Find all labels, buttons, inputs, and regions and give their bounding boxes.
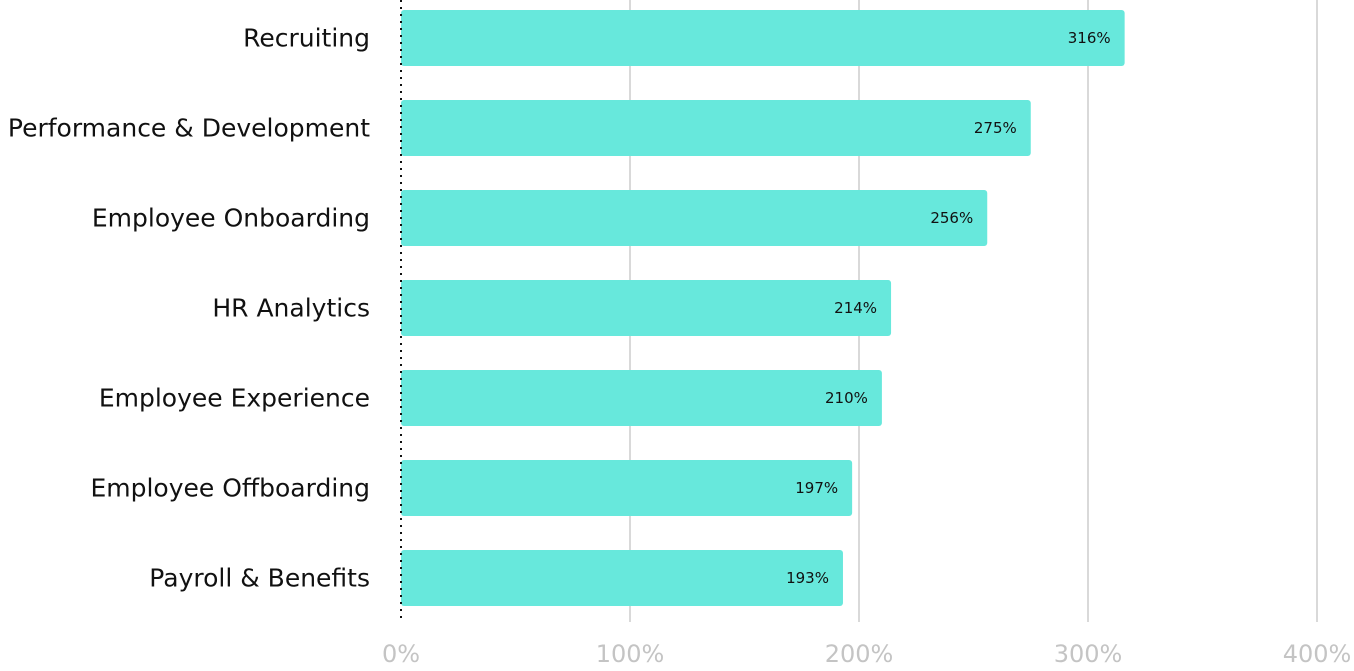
category-label: Payroll & Benefits xyxy=(149,564,370,593)
bar-7 xyxy=(401,550,843,606)
bar-6 xyxy=(401,460,853,516)
x-tick-label: 300% xyxy=(1054,640,1123,668)
category-label: Employee Onboarding xyxy=(92,204,370,233)
category-label: Employee Experience xyxy=(99,384,370,413)
bar-2 xyxy=(401,100,1031,156)
value-label: 197% xyxy=(795,479,838,497)
value-label: 193% xyxy=(786,569,829,587)
value-label: 275% xyxy=(974,119,1017,137)
x-tick-label: 200% xyxy=(825,640,894,668)
bar-3 xyxy=(401,190,988,246)
value-label: 210% xyxy=(825,389,868,407)
value-label: 214% xyxy=(834,299,877,317)
category-label: Employee Offboarding xyxy=(90,474,370,503)
category-label: HR Analytics xyxy=(212,294,370,323)
value-label: 316% xyxy=(1068,29,1111,47)
category-label: Performance & Development xyxy=(8,114,370,143)
value-label: 256% xyxy=(930,209,973,227)
category-label: Recruiting xyxy=(243,24,370,53)
bar-5 xyxy=(401,370,882,426)
category-labels: Recruiting Performance & Development Emplo… xyxy=(8,24,370,593)
bar-1 xyxy=(401,10,1125,66)
bar-4 xyxy=(401,280,892,336)
x-axis-ticks: 0% 100% 200% 300% 400% xyxy=(382,640,1351,668)
x-tick-label: 0% xyxy=(382,640,420,668)
x-tick-label: 100% xyxy=(596,640,665,668)
bars: 316% 275% 256% 214% 210% 197% 193% xyxy=(401,10,1125,606)
x-tick-label: 400% xyxy=(1283,640,1352,668)
